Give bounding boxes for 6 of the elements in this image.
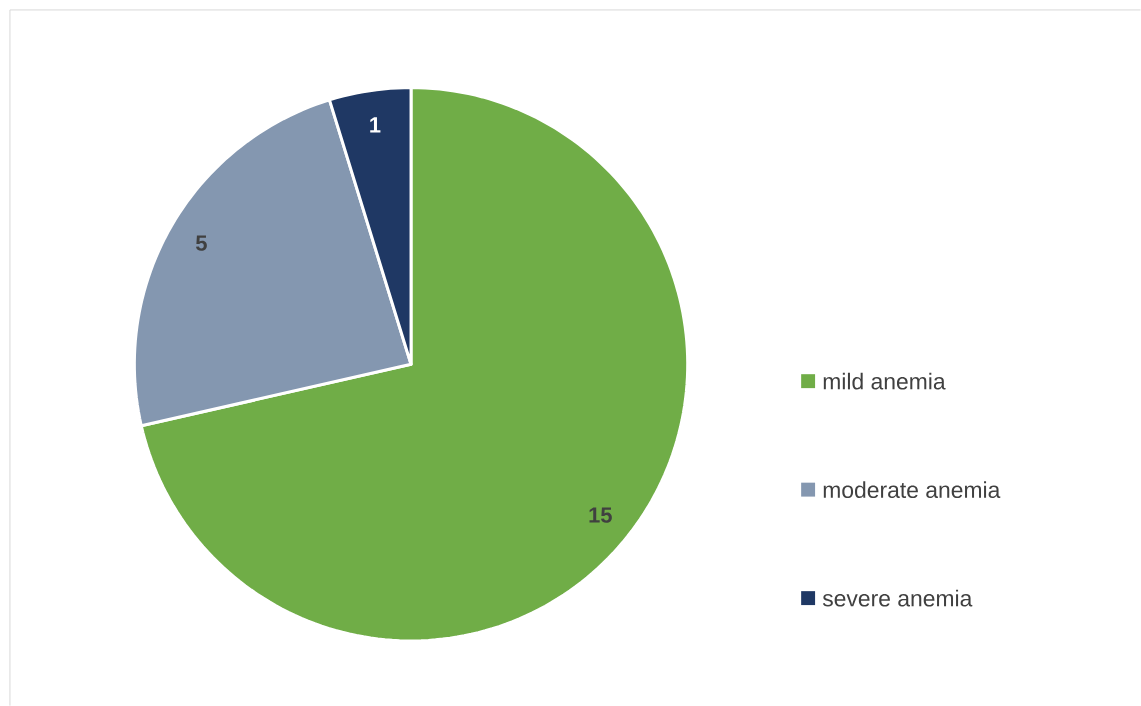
data-label: 5 bbox=[195, 235, 207, 251]
legend-label: mild anemia bbox=[823, 372, 946, 390]
data-label: 1 bbox=[370, 117, 381, 133]
legend-label: moderate anemia bbox=[823, 481, 1001, 498]
legend-label: severe anemia bbox=[822, 589, 973, 607]
data-label: 15 bbox=[589, 507, 612, 523]
